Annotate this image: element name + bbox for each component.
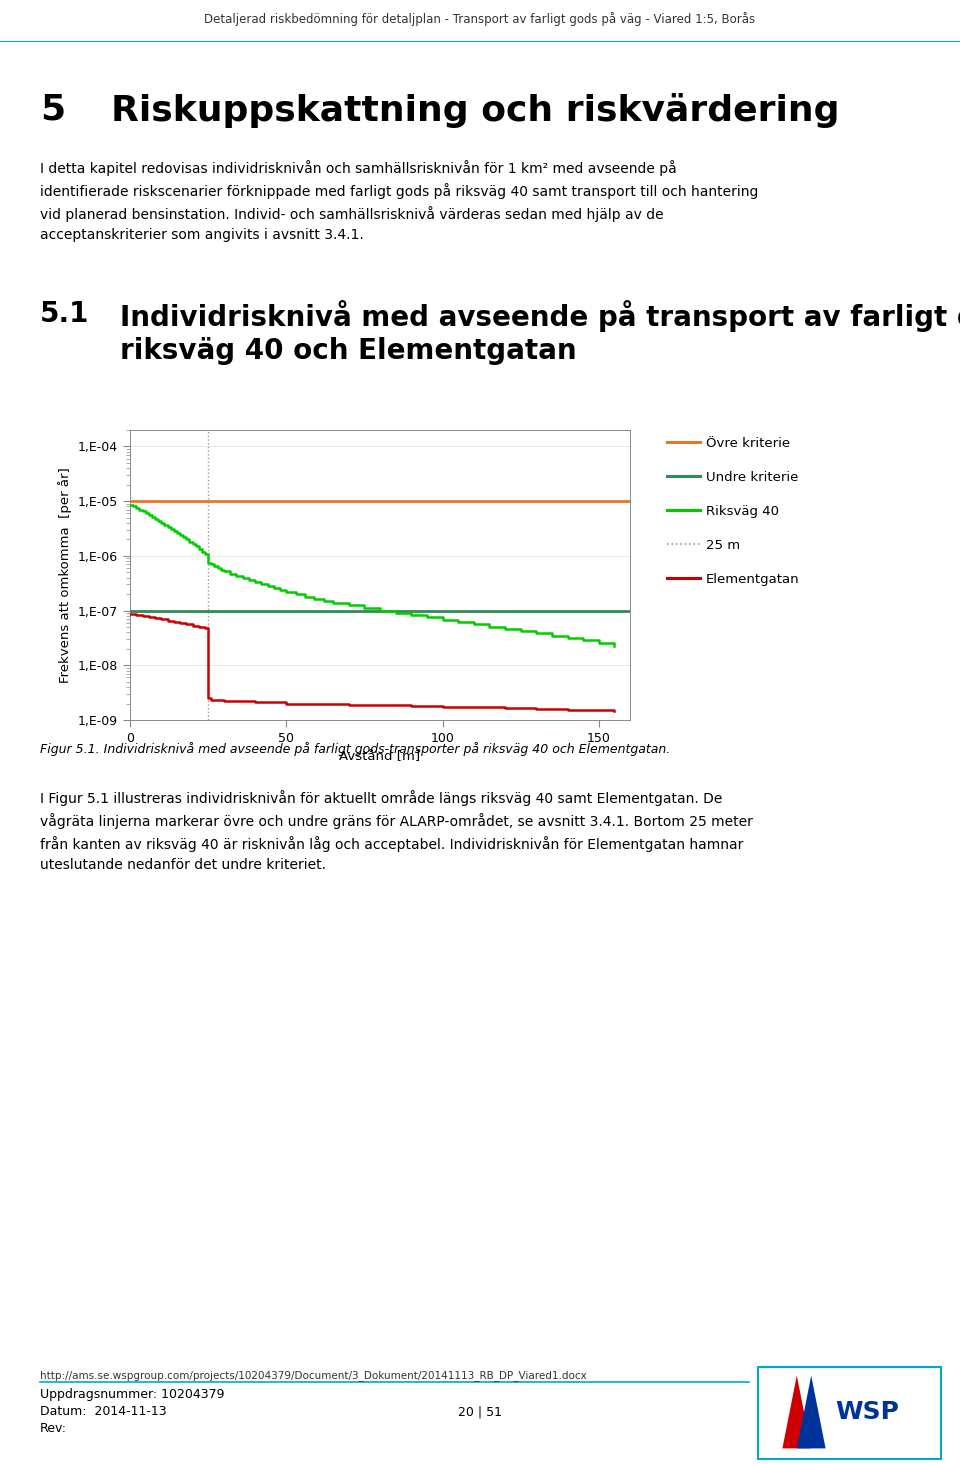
Text: Figur 5.1. Individrisknivå med avseende på farligt gods-transporter på riksväg 4: Figur 5.1. Individrisknivå med avseende … (40, 742, 670, 755)
Text: Riskuppskattning och riskvärdering: Riskuppskattning och riskvärdering (111, 92, 840, 127)
Legend: Övre kriterie, Undre kriterie, Riksväg 40, 25 m, Elementgatan: Övre kriterie, Undre kriterie, Riksväg 4… (666, 436, 800, 586)
X-axis label: Avstånd [m]: Avstånd [m] (340, 751, 420, 763)
FancyBboxPatch shape (758, 1367, 941, 1458)
Y-axis label: Frekvens att omkomma  [per år]: Frekvens att omkomma [per år] (59, 467, 72, 682)
Text: WSP: WSP (835, 1400, 900, 1424)
Text: 20 | 51: 20 | 51 (458, 1405, 502, 1419)
Text: I detta kapitel redovisas individrisknivån och samhällsrisknivån för 1 km² med a: I detta kapitel redovisas individriskniv… (40, 160, 758, 242)
Text: Detaljerad riskbedömning för detaljplan - Transport av farligt gods på väg - Via: Detaljerad riskbedömning för detaljplan … (204, 12, 756, 26)
Polygon shape (782, 1376, 811, 1448)
Text: I Figur 5.1 illustreras individrisknivån för aktuellt område längs riksväg 40 sa: I Figur 5.1 illustreras individrisknivån… (40, 791, 753, 873)
Text: Uppdragsnummer: 10204379: Uppdragsnummer: 10204379 (40, 1388, 225, 1401)
Text: http://ams.se.wspgroup.com/projects/10204379/Document/3_Dokument/20141113_RB_DP_: http://ams.se.wspgroup.com/projects/1020… (40, 1370, 587, 1381)
Text: 5.1: 5.1 (40, 300, 89, 328)
Text: Datum:  2014-11-13: Datum: 2014-11-13 (40, 1405, 167, 1419)
Text: Individrisknivå med avseende på transport av farligt gods på
riksväg 40 och Elem: Individrisknivå med avseende på transpor… (120, 300, 960, 366)
Text: Rev:: Rev: (40, 1422, 67, 1435)
Text: 5: 5 (40, 94, 65, 127)
Polygon shape (797, 1376, 826, 1448)
